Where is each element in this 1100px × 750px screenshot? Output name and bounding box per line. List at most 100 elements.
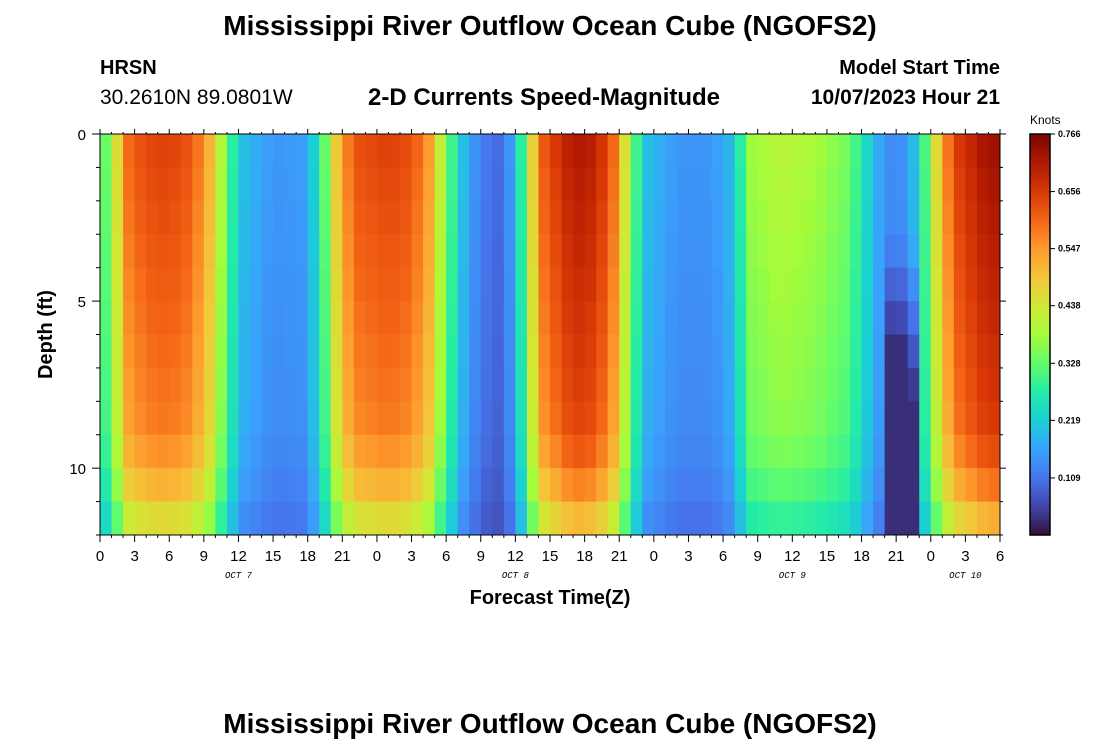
heatmap-cell bbox=[215, 334, 228, 369]
heatmap-cell bbox=[376, 434, 389, 469]
heatmap-cell bbox=[123, 501, 136, 536]
heatmap-cell bbox=[446, 267, 459, 302]
heatmap-cell bbox=[942, 267, 955, 302]
date-label: OCT 8 bbox=[502, 571, 530, 581]
heatmap-cell bbox=[907, 501, 920, 536]
heatmap-cell bbox=[526, 301, 539, 335]
heatmap-cell bbox=[619, 134, 632, 168]
colorbar-tick-label: 0.109 bbox=[1058, 473, 1081, 483]
heatmap-cell bbox=[850, 334, 862, 369]
heatmap-cell bbox=[838, 468, 851, 502]
heatmap-cell bbox=[446, 401, 459, 436]
heatmap-cell bbox=[226, 234, 239, 269]
heatmap-cell bbox=[815, 301, 828, 335]
heatmap-cell bbox=[226, 301, 239, 335]
heatmap-cell bbox=[584, 200, 597, 235]
heatmap-cell bbox=[780, 334, 793, 369]
heatmap-cell bbox=[342, 234, 355, 269]
heatmap-cell bbox=[757, 367, 770, 402]
heatmap-cell bbox=[169, 301, 182, 335]
heatmap-cell bbox=[757, 267, 770, 302]
heatmap-cell bbox=[792, 167, 805, 202]
heatmap-cell bbox=[896, 434, 909, 469]
heatmap-cell bbox=[584, 301, 597, 335]
heatmap-cell bbox=[884, 367, 897, 402]
heatmap-cell bbox=[515, 334, 528, 369]
heatmap-cell bbox=[757, 234, 770, 269]
heatmap-cell bbox=[896, 167, 909, 202]
colorbar-tick-label: 0.328 bbox=[1058, 358, 1081, 368]
x-tick-label: 3 bbox=[684, 548, 692, 565]
heatmap-cell bbox=[307, 267, 320, 302]
heatmap-cell bbox=[250, 134, 262, 168]
heatmap-cell bbox=[711, 301, 724, 335]
heatmap-cell bbox=[538, 401, 551, 436]
heatmap-cell bbox=[642, 267, 655, 302]
heatmap-cell bbox=[250, 234, 262, 269]
heatmap-cell bbox=[550, 267, 562, 302]
heatmap-cell bbox=[826, 468, 839, 502]
heatmap-cell bbox=[896, 234, 909, 269]
heatmap-cell bbox=[146, 334, 159, 369]
heatmap-cell bbox=[780, 167, 793, 202]
heatmap-cell bbox=[342, 401, 355, 436]
heatmap-cell bbox=[861, 501, 874, 536]
heatmap-cell bbox=[850, 367, 862, 402]
heatmap-cell bbox=[319, 334, 332, 369]
heatmap-cell bbox=[953, 134, 966, 168]
heatmap-cell bbox=[665, 134, 678, 168]
heatmap-cell bbox=[884, 401, 897, 436]
heatmap-cell bbox=[792, 134, 805, 168]
heatmap-cell bbox=[780, 200, 793, 235]
heatmap-cell bbox=[180, 234, 193, 269]
heatmap-cell bbox=[480, 301, 493, 335]
heatmap-cell bbox=[365, 167, 378, 202]
heatmap-cell bbox=[503, 234, 516, 269]
heatmap-cell bbox=[330, 167, 343, 202]
heatmap-cell bbox=[700, 501, 712, 536]
heatmap-cell bbox=[942, 301, 955, 335]
heatmap-cell bbox=[965, 200, 978, 235]
heatmap-cell bbox=[780, 267, 793, 302]
heatmap-cell bbox=[434, 334, 447, 369]
heatmap-cell bbox=[515, 267, 528, 302]
heatmap-cell bbox=[434, 301, 447, 335]
heatmap-cell bbox=[376, 234, 389, 269]
heatmap-cell bbox=[261, 334, 274, 369]
heatmap-cell bbox=[469, 134, 482, 168]
heatmap-cell bbox=[157, 234, 170, 269]
heatmap-cell bbox=[503, 468, 516, 502]
heatmap-cell bbox=[653, 401, 666, 436]
heatmap-cell bbox=[953, 468, 966, 502]
heatmap-cell bbox=[907, 134, 920, 168]
heatmap-cell bbox=[284, 434, 297, 469]
heatmap-cell bbox=[457, 468, 470, 502]
heatmap-cell bbox=[330, 267, 343, 302]
heatmap-cell bbox=[411, 134, 424, 168]
heatmap-cell bbox=[169, 367, 182, 402]
heatmap-cell bbox=[250, 367, 262, 402]
heatmap-cell bbox=[307, 200, 320, 235]
heatmap-cell bbox=[215, 434, 228, 469]
heatmap-cell bbox=[492, 434, 505, 469]
heatmap-cell bbox=[411, 468, 424, 502]
heatmap-cell bbox=[238, 167, 251, 202]
heatmap-cell bbox=[723, 434, 736, 469]
heatmap-cell bbox=[284, 401, 297, 436]
station-id: HRSN bbox=[100, 57, 157, 79]
heatmap-cell bbox=[469, 401, 482, 436]
heatmap-cell bbox=[515, 468, 528, 502]
heatmap-cell bbox=[688, 501, 701, 536]
heatmap-cell bbox=[365, 401, 378, 436]
heatmap-cell bbox=[815, 367, 828, 402]
heatmap-cell bbox=[400, 267, 412, 302]
heatmap-cell bbox=[434, 401, 447, 436]
heatmap-cell bbox=[700, 468, 712, 502]
heatmap-cell bbox=[988, 468, 1001, 502]
heatmap-cell bbox=[284, 334, 297, 369]
heatmap-cell bbox=[803, 234, 816, 269]
heatmap-cell bbox=[538, 434, 551, 469]
heatmap-cell bbox=[861, 167, 874, 202]
heatmap-cell bbox=[203, 267, 216, 302]
heatmap-cell bbox=[526, 200, 539, 235]
